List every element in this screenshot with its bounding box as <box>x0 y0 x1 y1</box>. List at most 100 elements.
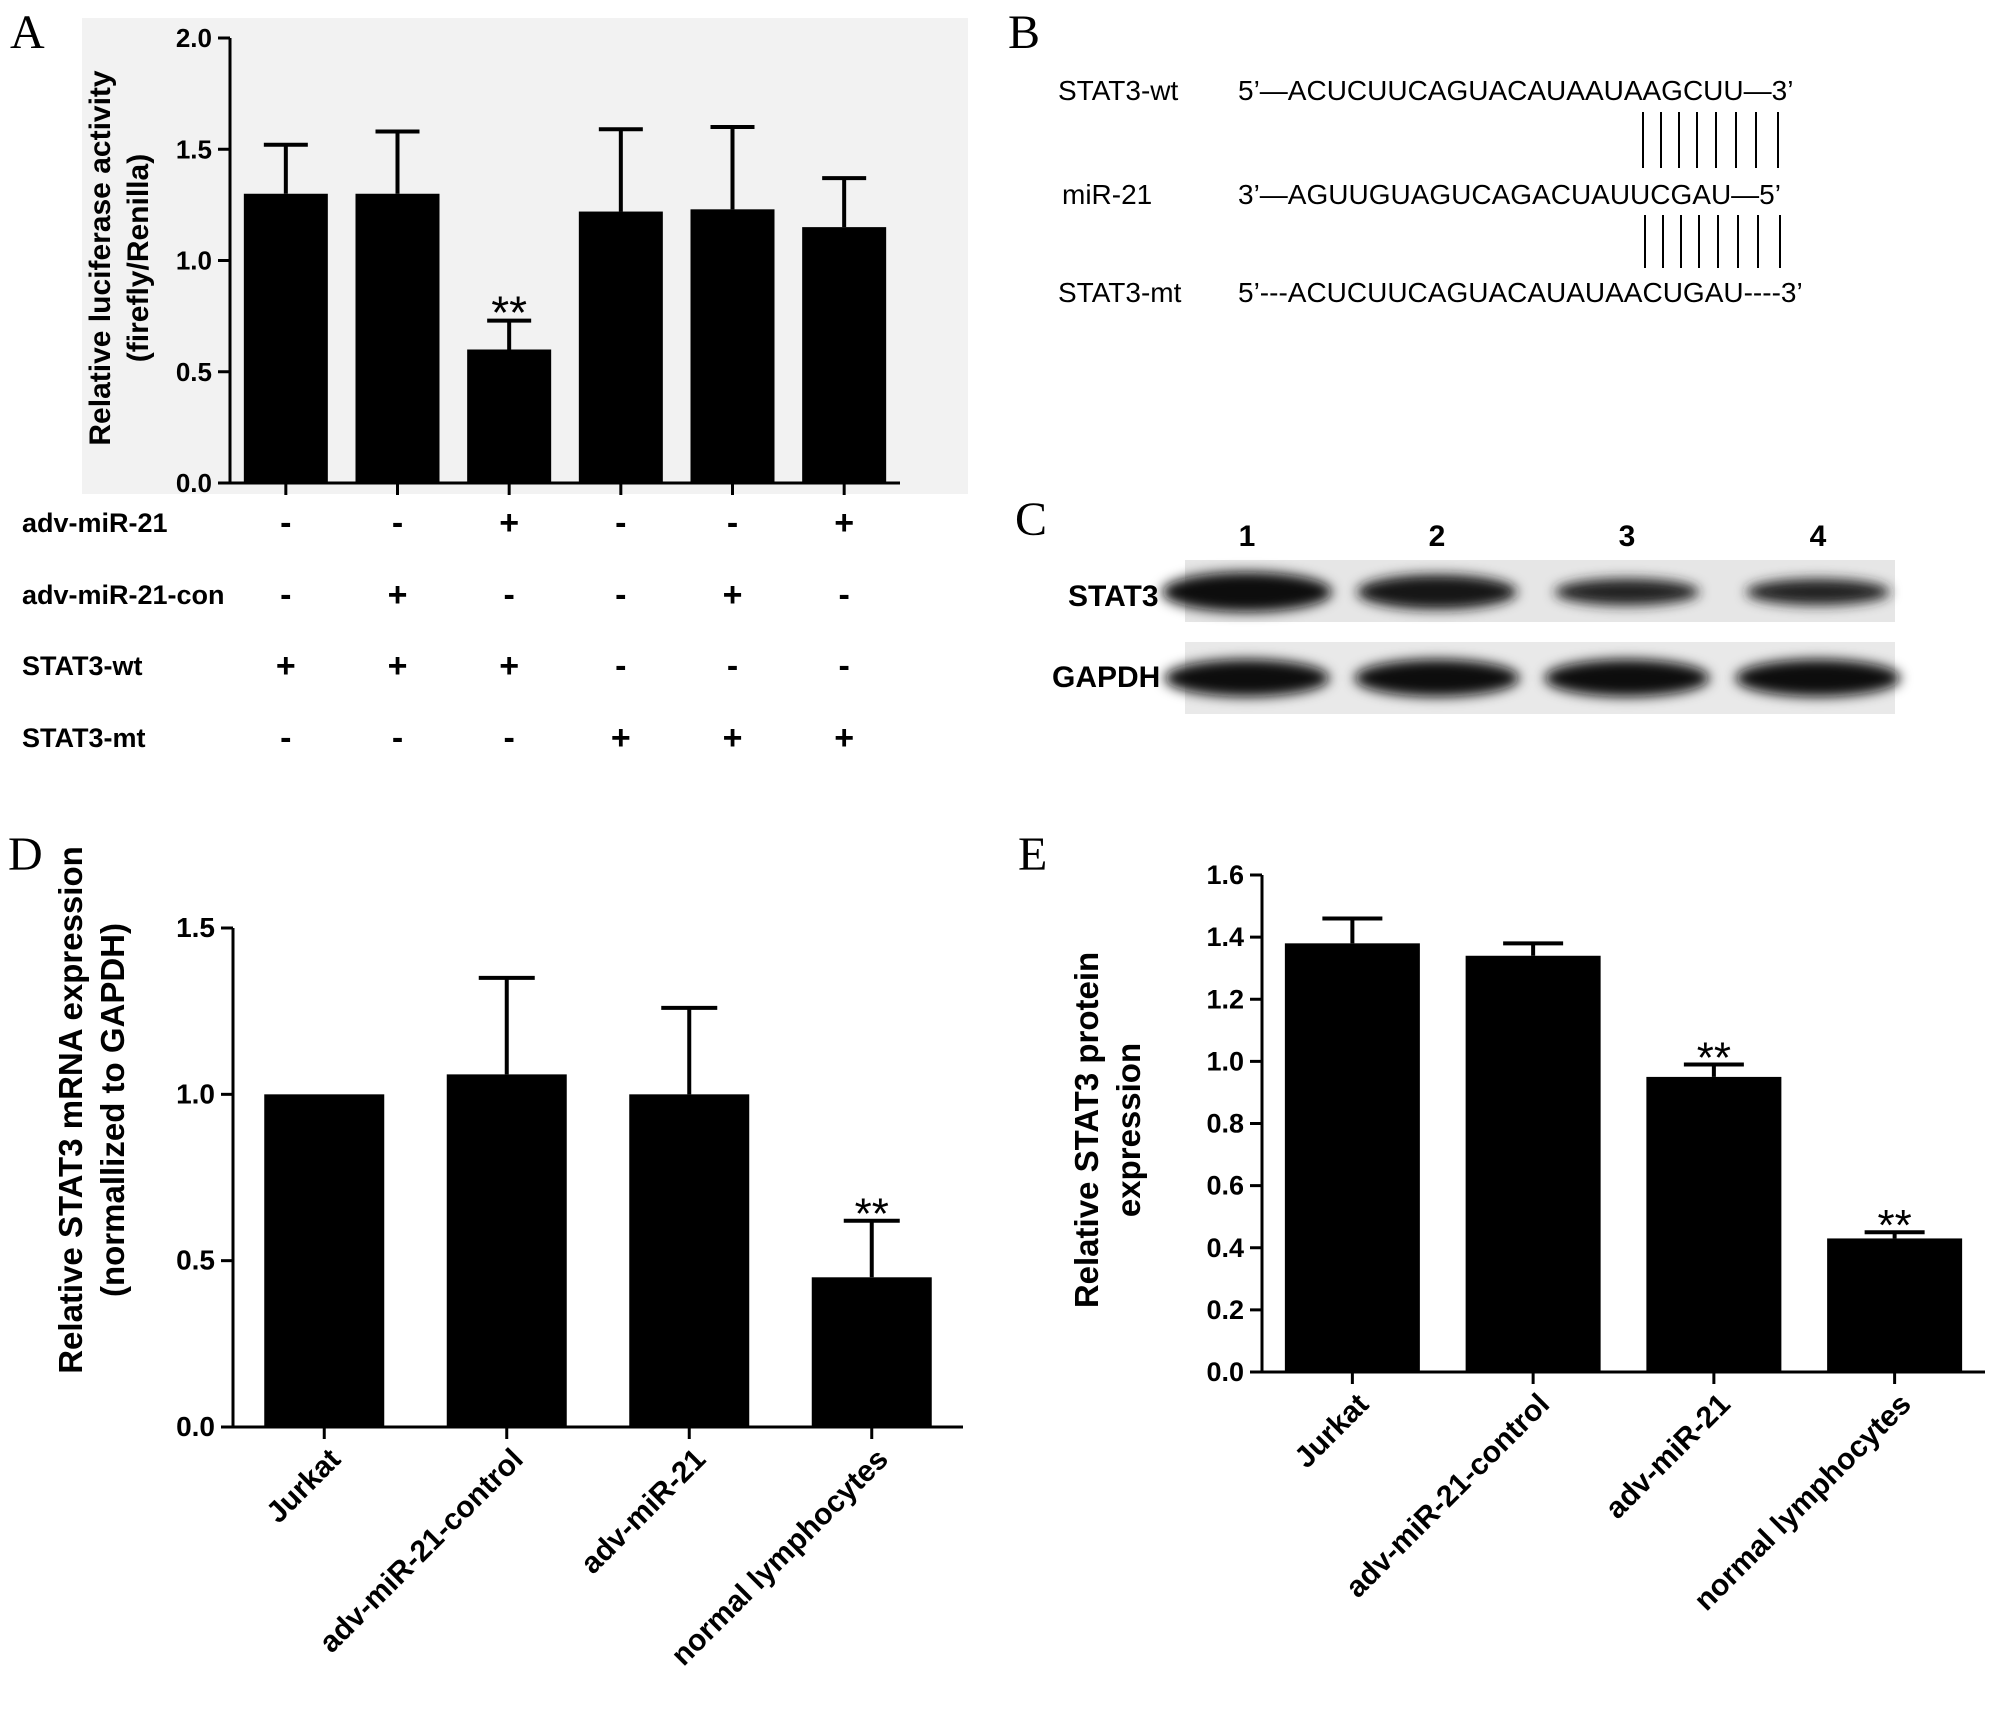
condition-sign: + <box>834 719 854 757</box>
stat3-band <box>1554 578 1700 606</box>
panel-letter-b: B <box>1008 6 1040 59</box>
pairing-lines-bottom <box>1644 215 1781 268</box>
panel-e-bar <box>1827 1238 1963 1372</box>
panel-e-bar <box>1284 943 1420 1372</box>
panel-e-y-tick-label: 0.6 <box>1206 1171 1244 1201</box>
condition-sign: + <box>388 576 408 614</box>
panel-a-y-tick-label: 0.0 <box>176 468 212 498</box>
lane-label-2: 2 <box>1429 520 1446 553</box>
condition-sign: - <box>280 504 291 542</box>
panel-a-y-tick-label: 0.5 <box>176 357 212 387</box>
pairing-lines-top <box>1642 112 1779 168</box>
panel-c-bands <box>1162 572 1901 697</box>
condition-sign: + <box>611 719 631 757</box>
panel-e-y-tick-label: 1.2 <box>1206 984 1244 1014</box>
condition-sign: + <box>276 647 296 685</box>
gapdh-band <box>1544 659 1710 697</box>
panel-a-y-tick-label: 2.0 <box>176 23 212 53</box>
condition-sign: + <box>834 504 854 542</box>
condition-sign: - <box>615 504 626 542</box>
panel-a-bar <box>802 227 887 483</box>
panel-a-significance-marker: ** <box>491 287 527 339</box>
panel-d-y-tick-label: 1.0 <box>176 1078 215 1109</box>
panel-e-y-tick-label: 1.6 <box>1206 860 1244 890</box>
panel-e-ylabel-line1: Relative STAT3 protein <box>1068 952 1105 1308</box>
panel-d-y-tick-label: 0.0 <box>176 1411 215 1442</box>
panel-letter-a: A <box>10 6 45 59</box>
panel-d-ylabel-line1: Relative STAT3 mRNA expression <box>52 846 89 1374</box>
panel-e-significance-marker: ** <box>1697 1033 1731 1082</box>
panel-d-bar <box>811 1277 932 1427</box>
stat3-band <box>1162 572 1332 612</box>
seq-stat3-mt: 5’---ACUCUUCAGUACAUAUAACUGAU----3’ <box>1238 277 1803 308</box>
panel-e-bar <box>1646 1076 1782 1372</box>
panel-d-ylabel-line2: (normallized to GAPDH) <box>94 923 131 1297</box>
seq-stat3-wt: 5’—ACUCUUCAGUACAUAAUAAGCUU—3’ <box>1238 75 1793 106</box>
stat3-band <box>1746 578 1890 606</box>
panel-d-bar <box>446 1074 567 1427</box>
condition-sign: - <box>727 647 738 685</box>
panel-e-y-tick-label: 0.0 <box>1206 1357 1244 1387</box>
panel-e-y-tick-label: 0.8 <box>1206 1109 1244 1139</box>
panel-letter-c: C <box>1015 493 1047 546</box>
condition-sign: - <box>839 576 850 614</box>
condition-sign: - <box>504 719 515 757</box>
panel-a-bar <box>578 211 663 484</box>
panel-a-y-tick-label: 1.5 <box>176 134 212 164</box>
panel-a-bar <box>690 209 775 483</box>
panel-a-ylabel-line1: Relative luciferase activity <box>84 70 117 446</box>
panel-e-y-tick-label: 0.4 <box>1206 1233 1244 1263</box>
panel-e-y-tick-label: 1.4 <box>1206 922 1244 952</box>
panel-a-bar <box>243 193 328 483</box>
condition-sign: - <box>280 719 291 757</box>
condition-label: STAT3-wt <box>22 651 143 681</box>
condition-sign: - <box>839 647 850 685</box>
panel-a-marks: 0.0 0.5 1.0 1.5 2.0 ** <box>176 23 900 498</box>
lane-label-4: 4 <box>1810 520 1827 553</box>
panel-d-bar <box>629 1094 750 1427</box>
seq-label-stat3-mt: STAT3-mt <box>1058 277 1182 308</box>
condition-sign: - <box>727 504 738 542</box>
blot-label-gapdh: GAPDH <box>1052 661 1160 694</box>
condition-sign: - <box>615 647 626 685</box>
lane-label-1: 1 <box>1239 520 1256 553</box>
panel-a-chart: Relative luciferase activity (firefly/Re… <box>22 18 968 757</box>
panel-e-significance-marker: ** <box>1878 1201 1912 1250</box>
condition-sign: - <box>280 576 291 614</box>
gapdh-band <box>1354 659 1520 697</box>
panel-e-ylabel-line2: expression <box>1110 1043 1147 1217</box>
panel-letter-d: D <box>8 828 43 881</box>
panel-e-y-tick-label: 0.2 <box>1206 1295 1244 1325</box>
gapdh-band <box>1735 659 1901 697</box>
condition-sign: - <box>615 576 626 614</box>
panel-d-y-axis-title: Relative STAT3 mRNA expression (normalli… <box>52 846 131 1374</box>
condition-sign: + <box>723 576 743 614</box>
condition-sign: + <box>388 647 408 685</box>
panel-a-y-tick-label: 1.0 <box>176 246 212 276</box>
panel-a-condition-table: adv-miR-21 - - + - - + adv-miR-21-con - + - - + - STAT… <box>22 504 854 757</box>
panel-d-significance-marker: ** <box>855 1190 889 1239</box>
gapdh-band <box>1164 659 1330 697</box>
condition-sign: - <box>504 576 515 614</box>
panel-e-bar <box>1465 955 1601 1372</box>
panel-e-y-tick-label: 1.0 <box>1206 1046 1244 1076</box>
panel-a-y-axis-title: Relative luciferase activity (firefly/Re… <box>84 70 155 446</box>
panel-a-bar <box>467 349 552 483</box>
panel-d-y-tick-label: 0.5 <box>176 1245 215 1276</box>
condition-sign: + <box>723 719 743 757</box>
condition-label: adv-miR-21 <box>22 508 168 538</box>
seq-label-mir-21: miR-21 <box>1062 179 1152 210</box>
panel-b-sequence-alignment: STAT3-wt 5’—ACUCUUCAGUACAUAAUAAGCUU—3’ m… <box>1058 75 1803 308</box>
stat3-band <box>1357 574 1517 610</box>
condition-label: STAT3-mt <box>22 723 146 753</box>
condition-sign: - <box>392 504 403 542</box>
seq-label-stat3-wt: STAT3-wt <box>1058 75 1179 106</box>
panel-a-ylabel-line2: (firefly/Renilla) <box>122 154 155 362</box>
blot-label-stat3: STAT3 <box>1068 580 1159 613</box>
condition-sign: + <box>499 647 519 685</box>
condition-sign: - <box>392 719 403 757</box>
panel-d-y-tick-label: 1.5 <box>176 912 215 943</box>
panel-a-bar <box>355 193 440 483</box>
seq-mir-21: 3’—AGUUGUAGUCAGACUAUUCGAU—5’ <box>1238 179 1781 210</box>
